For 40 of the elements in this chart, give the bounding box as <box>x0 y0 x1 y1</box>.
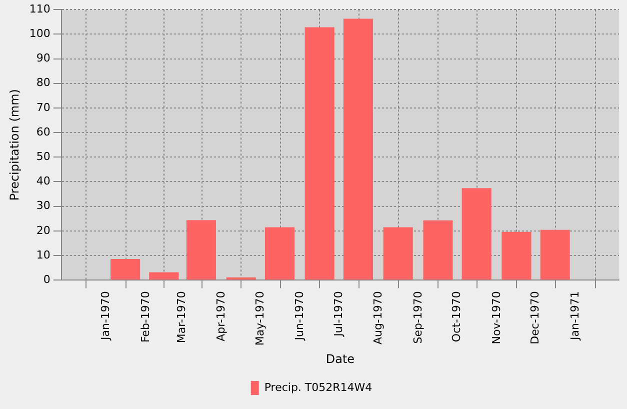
bar <box>423 220 453 280</box>
x-tick-label: Mar-1970 <box>174 291 188 344</box>
bar <box>226 277 256 280</box>
y-tick-label: 100 <box>29 27 50 40</box>
x-tick-label: Dec-1970 <box>528 291 542 344</box>
legend-label: Precip. T052R14W4 <box>264 380 372 394</box>
x-tick-label: Apr-1970 <box>214 291 228 342</box>
bar <box>149 272 179 280</box>
x-axis-title: Date <box>326 352 355 366</box>
x-tick-label: Sep-1970 <box>412 291 425 344</box>
y-tick-label: 50 <box>36 150 50 163</box>
x-tick-label: Oct-1970 <box>450 291 464 342</box>
bar <box>186 220 216 280</box>
x-tick-label: Nov-1970 <box>490 291 504 344</box>
bar <box>304 27 334 280</box>
bar <box>110 258 140 280</box>
y-tick-label: 110 <box>29 2 50 16</box>
y-tick-label: 10 <box>36 248 50 262</box>
y-axis-title: Precipitation (mm) <box>7 89 22 201</box>
x-tick-label: Jan-1971 <box>568 291 582 342</box>
y-tick-label: 0 <box>43 272 50 286</box>
bar <box>502 232 532 280</box>
bar <box>343 18 373 280</box>
y-tick-label: 60 <box>36 125 50 138</box>
y-tick-label: 70 <box>36 100 50 114</box>
x-tick-label: Feb-1970 <box>138 291 152 343</box>
bar <box>264 227 294 280</box>
y-tick-label: 80 <box>36 76 50 90</box>
y-tick-label: 40 <box>36 174 50 188</box>
bar <box>540 230 570 280</box>
x-tick-label: Jul-1970 <box>332 291 345 338</box>
y-tick-label: 30 <box>36 199 50 212</box>
x-tick-label: Jan-1970 <box>98 291 112 342</box>
y-tick-label: 90 <box>36 52 50 65</box>
bar <box>462 188 492 280</box>
x-tick-label: Aug-1970 <box>372 291 385 345</box>
x-tick-label: Jun-1970 <box>293 291 306 342</box>
y-tick-label: 20 <box>36 224 50 237</box>
x-tick-label: May-1970 <box>253 291 266 346</box>
bar <box>383 227 413 280</box>
